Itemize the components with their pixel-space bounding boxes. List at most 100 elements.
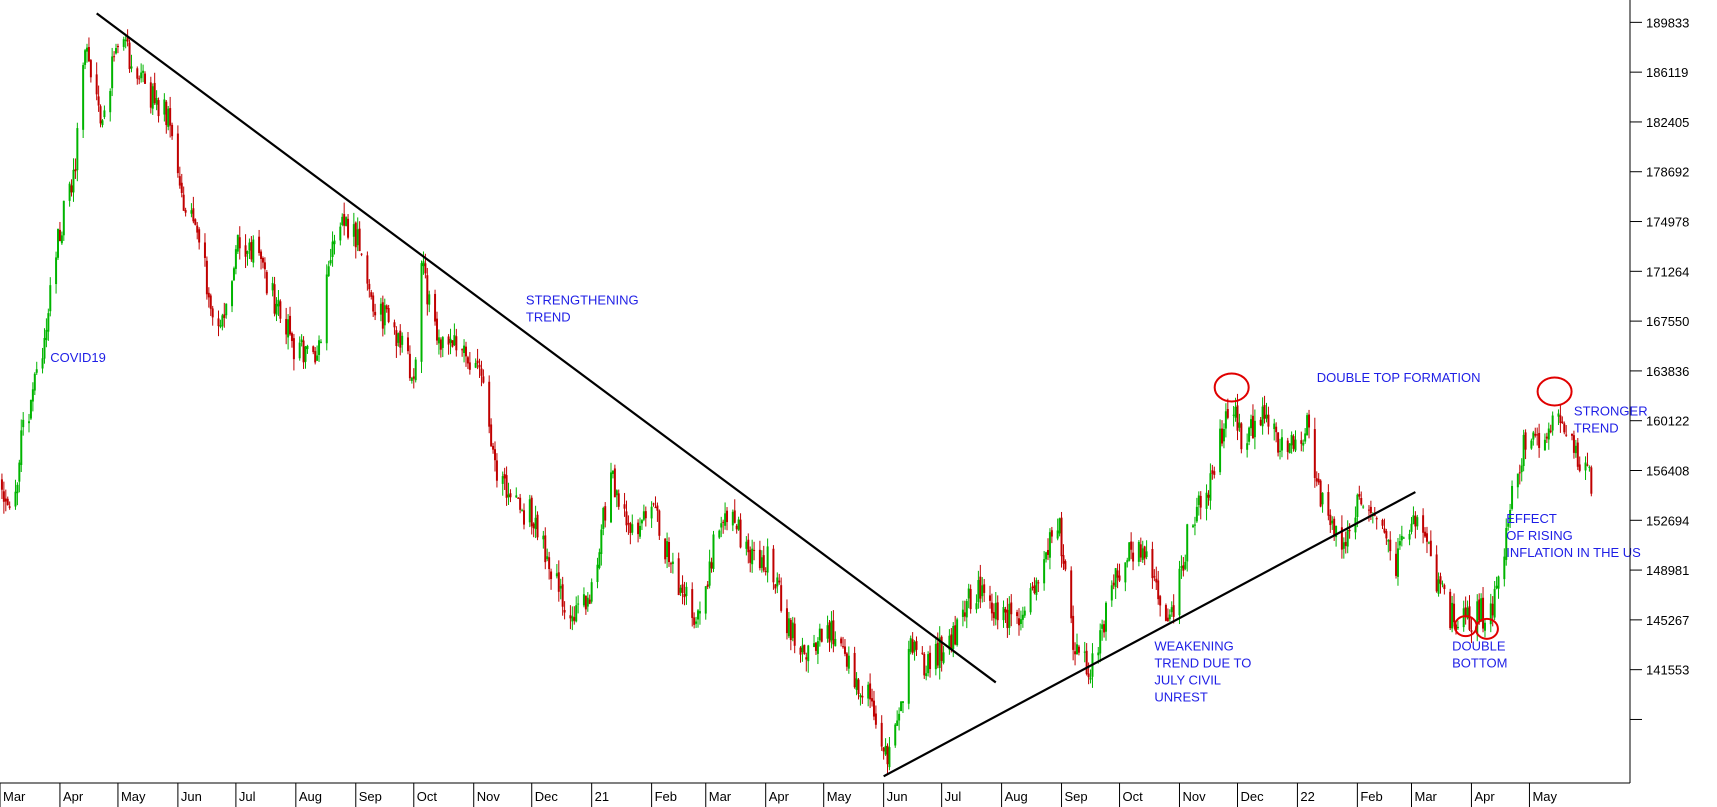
candle xyxy=(816,637,819,665)
candle xyxy=(1159,594,1162,617)
candle xyxy=(1240,422,1243,454)
candle xyxy=(830,611,833,649)
x-tick-label: Apr xyxy=(63,789,84,804)
candle xyxy=(1248,426,1251,446)
annotation-double-bottom: DOUBLE BOTTOM xyxy=(1452,638,1507,670)
candle xyxy=(664,538,667,564)
candle xyxy=(151,83,154,115)
candle xyxy=(1064,559,1067,572)
candle xyxy=(1524,429,1527,460)
candle xyxy=(1543,433,1546,451)
candle xyxy=(217,310,220,337)
candle xyxy=(455,328,458,357)
candle xyxy=(345,216,348,227)
candle xyxy=(818,623,821,647)
candle xyxy=(167,105,170,131)
candle xyxy=(855,672,858,696)
candle xyxy=(886,743,889,774)
candle xyxy=(171,122,174,140)
candle xyxy=(515,487,518,498)
candle xyxy=(956,617,959,647)
candle xyxy=(1398,534,1401,550)
candle xyxy=(1344,531,1347,554)
candle xyxy=(1045,551,1048,563)
candle xyxy=(1572,430,1575,459)
candle xyxy=(437,329,440,355)
x-tick-label: Sep xyxy=(359,789,382,804)
candle xyxy=(1493,581,1496,621)
candle xyxy=(62,200,65,241)
candle xyxy=(395,326,398,358)
candle xyxy=(1016,609,1019,624)
candle xyxy=(1429,530,1432,557)
candle xyxy=(712,530,715,573)
candle xyxy=(813,634,816,648)
annotations-layer: COVID19 STRENGTHENING TREND DOUBLE TOP FORM… xyxy=(50,292,1647,704)
candle xyxy=(447,334,450,355)
candle xyxy=(370,289,373,300)
candle xyxy=(1006,598,1009,638)
candle xyxy=(33,372,36,396)
candle xyxy=(155,90,158,111)
candle xyxy=(1153,569,1156,582)
x-tick-label: Dec xyxy=(1240,789,1264,804)
candle xyxy=(834,631,837,647)
candle xyxy=(28,413,31,433)
candle xyxy=(399,324,402,356)
candle xyxy=(463,339,466,363)
candle xyxy=(1425,526,1428,554)
candle xyxy=(1375,516,1378,530)
candle xyxy=(1321,492,1324,513)
candle xyxy=(731,509,734,532)
candle xyxy=(275,297,278,322)
candle xyxy=(685,582,688,605)
candle xyxy=(505,466,508,506)
candle xyxy=(1246,433,1249,458)
candle xyxy=(192,196,195,224)
candle xyxy=(136,66,139,85)
candle xyxy=(1253,409,1256,450)
candle xyxy=(490,418,493,447)
candle xyxy=(1261,397,1264,435)
candle xyxy=(652,502,655,507)
candle xyxy=(747,533,750,564)
candle xyxy=(1300,431,1303,452)
candle xyxy=(1416,514,1419,530)
candle xyxy=(677,552,680,596)
y-tick-label: 160122 xyxy=(1646,414,1689,429)
candle xyxy=(644,506,647,527)
candle xyxy=(126,29,129,47)
candle xyxy=(318,335,321,362)
candle xyxy=(258,229,261,256)
candle xyxy=(29,399,32,421)
candle xyxy=(319,339,322,344)
candle xyxy=(464,341,467,367)
candle xyxy=(596,557,599,589)
candle xyxy=(923,652,926,679)
candle xyxy=(900,700,903,712)
candle xyxy=(942,645,945,665)
candle xyxy=(1267,406,1270,435)
candle xyxy=(915,636,918,656)
candle xyxy=(519,493,522,514)
candle xyxy=(331,231,334,267)
candle xyxy=(41,347,44,374)
candle xyxy=(1182,557,1185,577)
candle xyxy=(627,515,630,535)
candle xyxy=(1157,570,1160,605)
candle xyxy=(234,245,237,275)
candle xyxy=(1389,531,1392,561)
candle xyxy=(285,307,288,345)
candle xyxy=(45,318,48,348)
candle xyxy=(590,578,593,604)
candle xyxy=(480,360,483,387)
annotation-double-top-formation: DOUBLE TOP FORMATION xyxy=(1317,370,1481,385)
candle xyxy=(190,203,193,218)
candle xyxy=(896,710,899,727)
candle xyxy=(300,334,303,347)
candle xyxy=(1414,511,1417,539)
candle xyxy=(1362,504,1365,509)
candle xyxy=(60,231,63,245)
candle xyxy=(668,537,671,567)
